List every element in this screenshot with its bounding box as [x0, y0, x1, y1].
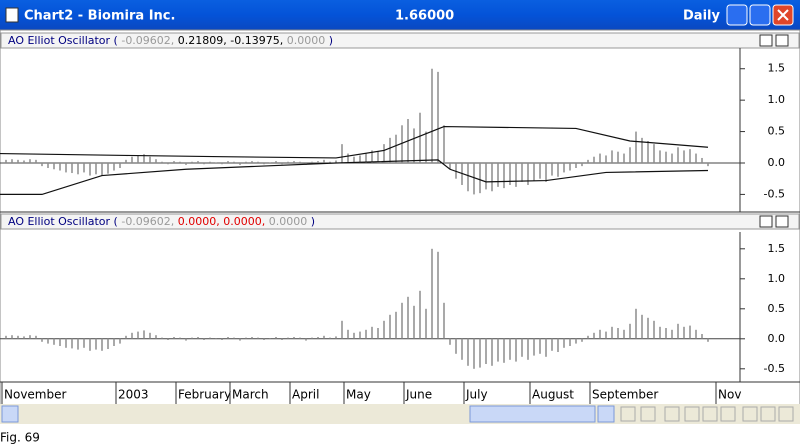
- x-tick-label: March: [232, 388, 269, 402]
- x-tick-label: September: [592, 388, 658, 402]
- y-tick-label: 0.0: [768, 332, 786, 345]
- header-part: ): [329, 34, 333, 47]
- price: 1.66000: [395, 9, 454, 24]
- x-tick-label: April: [292, 388, 319, 402]
- header-part: -0.09602,: [121, 34, 174, 47]
- tool-button[interactable]: [778, 406, 794, 422]
- x-tick-label: August: [532, 388, 574, 402]
- x-tick-label: November: [4, 388, 66, 402]
- toolbar-buttons: [620, 406, 794, 422]
- status-toolbar: [0, 404, 800, 424]
- y-tick-label: 0.5: [768, 125, 786, 138]
- y-tick-label: 1.0: [768, 272, 786, 285]
- pane-header-text: AO Elliot Oscillator ( -0.09602, 0.0000,…: [8, 215, 315, 228]
- caption: Fig. 69: [0, 431, 40, 445]
- y-tick-label: 1.0: [768, 93, 786, 106]
- title-bar: [0, 0, 800, 30]
- y-tick-label: -0.5: [764, 187, 785, 200]
- x-tick-label: 2003: [118, 388, 149, 402]
- period: Daily: [683, 9, 720, 24]
- pane-restore[interactable]: [759, 34, 773, 47]
- y-tick-label: 1.5: [768, 242, 786, 255]
- x-tick-label: February: [178, 388, 231, 402]
- y-tick-label: 0.0: [768, 156, 786, 169]
- tool-button[interactable]: [640, 406, 656, 422]
- x-tick-label: Nov: [718, 388, 741, 402]
- tool-button[interactable]: [684, 406, 700, 422]
- pane-header-text: AO Elliot Oscillator ( -0.09602, 0.21809…: [8, 34, 333, 47]
- header-part: AO Elliot Oscillator (: [8, 215, 121, 228]
- tool-button[interactable]: [620, 406, 636, 422]
- window-title: Chart2 - Biomira Inc.: [24, 9, 175, 24]
- band-line: [0, 159, 709, 196]
- scroll-left[interactable]: [1, 405, 19, 423]
- minimize-button[interactable]: [726, 4, 748, 26]
- header-part: AO Elliot Oscillator (: [8, 34, 121, 47]
- pane-close[interactable]: [775, 215, 789, 228]
- tool-button[interactable]: [702, 406, 718, 422]
- pane-header: [0, 213, 800, 230]
- band-line: [0, 125, 709, 159]
- header-part: 0.0000, 0.0000,: [174, 215, 265, 228]
- pane-header: [0, 32, 800, 49]
- header-part: 0.21809, -0.13975,: [174, 34, 283, 47]
- x-tick-label: May: [346, 388, 371, 402]
- pane-restore[interactable]: [759, 215, 773, 228]
- pane-close[interactable]: [775, 34, 789, 47]
- y-tick-label: 1.5: [768, 62, 786, 75]
- y-tick-label: 0.5: [768, 302, 786, 315]
- header-part: 0.0000: [283, 34, 328, 47]
- app-icon: [5, 7, 19, 23]
- scroll-thumb[interactable]: [469, 405, 596, 423]
- maximize-button[interactable]: [749, 4, 771, 26]
- y-tick-label: -0.5: [764, 362, 785, 375]
- tool-button[interactable]: [760, 406, 776, 422]
- header-part: -0.09602,: [121, 215, 174, 228]
- scroll-right[interactable]: [597, 405, 615, 423]
- x-tick-label: June: [405, 388, 432, 402]
- header-part: 0.0000: [265, 215, 310, 228]
- tool-button[interactable]: [720, 406, 736, 422]
- tool-button[interactable]: [742, 406, 758, 422]
- header-part: ): [311, 215, 315, 228]
- x-tick-label: July: [465, 388, 488, 402]
- tool-button[interactable]: [664, 406, 680, 422]
